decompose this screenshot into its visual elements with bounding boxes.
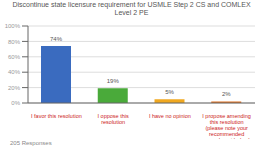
svg-text:100%: 100% xyxy=(5,23,21,29)
svg-text:I have no opinion: I have no opinion xyxy=(149,113,191,119)
svg-text:I oppose thisresolution: I oppose thisresolution xyxy=(98,113,129,125)
svg-text:40%: 40% xyxy=(8,69,21,75)
svg-text:19%: 19% xyxy=(107,78,120,84)
svg-text:80%: 80% xyxy=(8,39,21,45)
svg-text:60%: 60% xyxy=(8,54,21,60)
html-text:Discontinue state licensure re: Discontinue state licensure requirement … xyxy=(12,1,251,16)
html-text:205 Responses: 205 Responses xyxy=(10,140,52,146)
svg-text:5%: 5% xyxy=(165,89,174,95)
svg-text:I propose amendingthis resolut: I propose amendingthis resolution(please… xyxy=(202,113,251,139)
svg-text:I favor this resolution: I favor this resolution xyxy=(31,113,82,119)
svg-text:2%: 2% xyxy=(222,91,231,97)
svg-text:20%: 20% xyxy=(8,85,21,91)
svg-text:74%: 74% xyxy=(50,36,63,42)
svg-text:0%: 0% xyxy=(11,100,20,106)
